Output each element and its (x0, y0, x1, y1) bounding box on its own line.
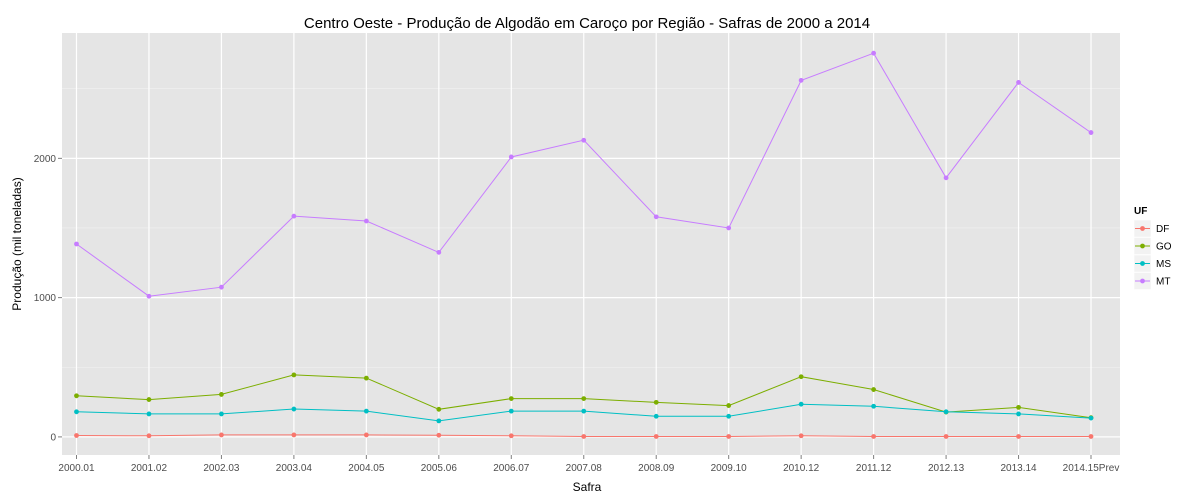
data-point-mt (798, 77, 804, 83)
x-tick-label: 2013.14 (1000, 463, 1037, 474)
x-tick-label: 2003.04 (276, 463, 313, 474)
data-point-mt (943, 175, 949, 181)
data-point-mt (871, 50, 877, 56)
data-point-go (1016, 404, 1021, 410)
plot-panel (62, 33, 1120, 455)
data-point-go (508, 396, 514, 401)
legend-key-point-mt (1140, 278, 1145, 284)
data-point-df (508, 433, 514, 439)
data-point-df (219, 432, 224, 438)
y-axis-ticks: 0 1000 2000 (34, 154, 62, 443)
data-point-ms (1016, 411, 1021, 417)
x-tick-label: 2014.15Prev (1063, 463, 1120, 474)
data-point-mt (508, 154, 514, 160)
series-mt (74, 50, 1094, 299)
data-point-mt (219, 284, 224, 290)
legend-key-point-df (1140, 226, 1145, 231)
data-point-ms (943, 409, 949, 415)
legend-label-df: DF (1156, 224, 1169, 235)
data-point-mt (1088, 130, 1094, 135)
data-point-ms (219, 411, 224, 417)
data-point-ms (74, 409, 79, 415)
x-tick-label: 2012.13 (928, 463, 965, 474)
legend-label-ms: MS (1156, 259, 1171, 270)
data-point-mt (653, 214, 659, 220)
data-point-ms (581, 408, 587, 414)
x-tick-label: 2006.07 (493, 463, 530, 474)
data-point-df (1016, 434, 1021, 439)
legend-label-mt: MT (1156, 277, 1170, 288)
data-point-mt (726, 225, 732, 231)
x-tick-label: 2001.02 (131, 463, 168, 474)
data-point-go (726, 403, 732, 408)
data-point-go (291, 372, 297, 378)
x-tick-label: 2007.08 (566, 463, 603, 474)
data-point-mt (146, 293, 152, 299)
legend-key-point-ms (1140, 261, 1145, 266)
data-point-df (363, 432, 369, 438)
data-point-go (219, 392, 224, 397)
data-point-mt (436, 249, 442, 255)
y-axis-title: Produção (mil toneladas) (10, 177, 24, 310)
data-point-df (871, 434, 877, 439)
data-point-mt (74, 241, 79, 247)
data-point-ms (436, 418, 442, 424)
data-point-ms (146, 411, 152, 417)
series-go (74, 372, 1094, 421)
x-tick-label: 2011.12 (856, 463, 892, 474)
x-tick-label: 2008.09 (638, 463, 675, 474)
data-point-go (581, 396, 587, 401)
y-tick-label: 2000 (34, 154, 57, 165)
data-point-go (436, 406, 442, 412)
x-tick-label: 2005.06 (421, 463, 458, 474)
data-point-mt (291, 213, 297, 219)
data-point-mt (1016, 80, 1021, 85)
data-point-go (146, 397, 152, 402)
legend-key-point-go (1140, 243, 1145, 249)
data-point-go (798, 374, 804, 380)
data-point-df (943, 434, 949, 439)
legend: UF DF GO MS MT (1133, 206, 1172, 290)
legend-label-go: GO (1156, 242, 1172, 253)
y-tick-label: 1000 (34, 293, 57, 304)
data-point-ms (726, 413, 732, 419)
x-axis-ticks: 2000.01 2001.02 2002.03 2003.04 2004.05 2005.… (58, 455, 1119, 474)
x-axis-title: Safra (573, 480, 602, 494)
data-point-go (74, 393, 79, 399)
grid-lines (62, 33, 1120, 455)
data-point-mt (363, 218, 369, 224)
data-point-mt (581, 137, 587, 143)
data-point-df (74, 433, 79, 438)
data-point-ms (1088, 415, 1094, 421)
data-point-ms (798, 401, 804, 407)
data-point-df (436, 432, 442, 438)
data-point-ms (508, 408, 514, 414)
legend-title: UF (1134, 206, 1147, 217)
data-point-go (653, 399, 659, 405)
data-point-ms (291, 406, 297, 412)
data-point-df (726, 434, 732, 439)
data-point-df (653, 434, 659, 439)
series-ms (74, 401, 1094, 424)
y-tick-label: 0 (50, 432, 56, 443)
data-point-go (363, 375, 369, 381)
x-tick-label: 2009.10 (711, 463, 748, 474)
x-tick-label: 2004.05 (348, 463, 385, 474)
data-point-df (146, 433, 152, 439)
data-point-df (581, 434, 587, 439)
series-group (74, 50, 1094, 439)
data-point-df (798, 433, 804, 439)
data-point-ms (653, 413, 659, 419)
data-point-ms (363, 408, 369, 414)
data-point-ms (871, 403, 877, 409)
data-point-df (291, 432, 297, 438)
data-point-go (871, 387, 877, 392)
chart-title: Centro Oeste - Produção de Algodão em Ca… (304, 15, 870, 32)
x-tick-label: 2000.01 (58, 463, 95, 474)
x-tick-label: 2002.03 (203, 463, 240, 474)
x-tick-label: 2010.12 (783, 463, 820, 474)
data-point-df (1088, 434, 1094, 439)
series-df (74, 432, 1094, 439)
